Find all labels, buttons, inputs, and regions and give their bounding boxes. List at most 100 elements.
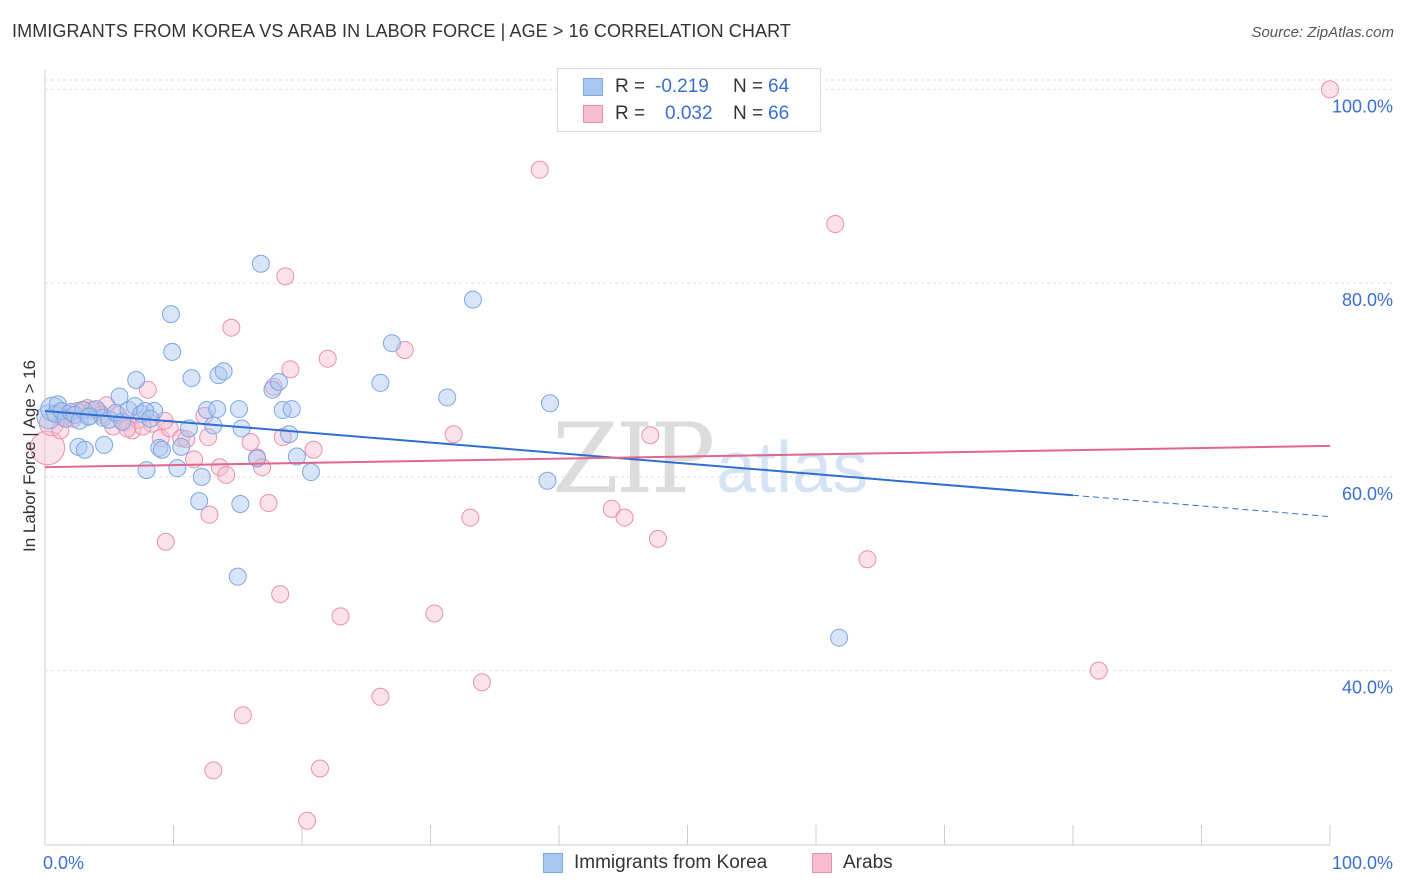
grid-lines (45, 79, 1392, 672)
legend-swatch-korea (543, 853, 563, 873)
korea-point (382, 334, 401, 353)
arabs-point (217, 465, 236, 484)
arabs-point (281, 360, 300, 379)
arabs-point (151, 429, 170, 448)
legend-swatch-arabs (812, 853, 832, 873)
legend-r-label: R = (615, 76, 646, 97)
series-arabs-points (30, 80, 1339, 830)
y-tick-label: 100.0% (1332, 96, 1393, 116)
korea-point (110, 387, 129, 406)
korea-point (287, 447, 306, 466)
korea-point (463, 290, 482, 309)
arabs-trend-line (44, 444, 1331, 469)
legend-n-label: N = (733, 103, 764, 124)
legend-label-arabs: Arabs (843, 852, 893, 873)
legend-row-arabs: R = 0.032 N = 66 (558, 100, 789, 128)
watermark: ZIP atlas (552, 403, 868, 515)
korea-point (830, 628, 849, 647)
arabs-point (472, 673, 491, 692)
legend-n-label: N = (733, 76, 764, 97)
korea-point (172, 437, 191, 456)
arabs-point (530, 160, 549, 179)
arabs-point (222, 318, 241, 337)
korea-point (230, 400, 249, 419)
arabs-point (858, 550, 877, 569)
legend-r-value: -0.219 (655, 76, 709, 97)
arabs-point (615, 508, 634, 527)
korea-point (269, 372, 288, 391)
korea-point (161, 305, 180, 324)
legend-swatch-arabs (583, 105, 603, 123)
korea-point (79, 407, 98, 426)
arabs-point (331, 607, 350, 626)
legend-item-arabs[interactable]: Arabs (812, 852, 893, 874)
arabs-point (641, 426, 660, 445)
korea-point (75, 440, 94, 459)
korea-point (127, 371, 146, 389)
arabs-point (1089, 661, 1108, 680)
arabs-point (233, 706, 252, 725)
legend-swatch-korea (583, 78, 603, 96)
korea-point (438, 388, 457, 407)
y-tick-label: 40.0% (1342, 678, 1393, 698)
arabs-point (826, 215, 845, 234)
korea-point (228, 567, 247, 586)
legend-r-label: R = (615, 103, 646, 124)
y-axis-label: In Labor Force | Age > 16 (20, 360, 39, 552)
korea-point (214, 362, 233, 381)
arabs-point (264, 377, 283, 396)
legend-item-korea[interactable]: Immigrants from Korea (543, 852, 767, 874)
chart-title: IMMIGRANTS FROM KOREA VS ARAB IN LABOR F… (12, 21, 791, 41)
arabs-point (1321, 80, 1339, 99)
korea-trend-extension (1072, 494, 1331, 518)
legend-label-korea: Immigrants from Korea (574, 852, 768, 873)
tick-labels: 40.0% 60.0% 80.0% 100.0% 0.0% 100.0% (43, 96, 1393, 873)
series-legend: Immigrants from Korea Arabs (0, 852, 1406, 878)
korea-point (280, 425, 299, 444)
arabs-point (259, 494, 278, 513)
arabs-point (138, 380, 157, 399)
korea-point (179, 419, 198, 438)
korea-point (301, 463, 320, 482)
arabs-point (371, 687, 390, 706)
korea-point (273, 401, 292, 420)
arabs-point (30, 430, 66, 466)
korea-point (163, 342, 182, 361)
korea-point (538, 471, 557, 490)
arabs-point (199, 428, 218, 447)
arabs-point (241, 433, 260, 451)
arabs-point (461, 508, 480, 527)
arabs-point (310, 759, 329, 778)
korea-point (282, 400, 301, 419)
x-tick-label-start: 0.0% (43, 853, 84, 873)
arabs-point (602, 499, 621, 518)
axes (44, 70, 1331, 846)
y-tick-label: 80.0% (1342, 290, 1393, 310)
arabs-point (200, 505, 219, 524)
korea-trend-line (44, 410, 1074, 497)
korea-point (251, 254, 270, 273)
korea-point (137, 461, 156, 480)
correlation-legend: R = -0.219 N = 64 R = 0.032 N = 66 (557, 68, 821, 132)
korea-point (371, 373, 390, 392)
source-label: Source: ZipAtlas.com (1251, 24, 1394, 41)
korea-point (168, 459, 187, 478)
korea-point (197, 401, 216, 420)
arabs-point (276, 267, 295, 286)
x-tick-label-end: 100.0% (1332, 853, 1393, 873)
korea-point (208, 400, 227, 419)
korea-point (182, 369, 201, 388)
korea-point (70, 411, 89, 430)
arabs-point (318, 349, 337, 368)
arabs-point (204, 761, 223, 780)
korea-point (192, 467, 211, 486)
arabs-point (648, 529, 667, 548)
legend-n-value: 64 (768, 76, 790, 97)
korea-point (190, 492, 209, 511)
korea-point (150, 438, 169, 457)
y-tick-label: 60.0% (1342, 484, 1393, 504)
korea-point (152, 440, 171, 459)
legend-row-korea: R = -0.219 N = 64 (558, 73, 789, 101)
legend-n-value: 66 (768, 103, 790, 124)
